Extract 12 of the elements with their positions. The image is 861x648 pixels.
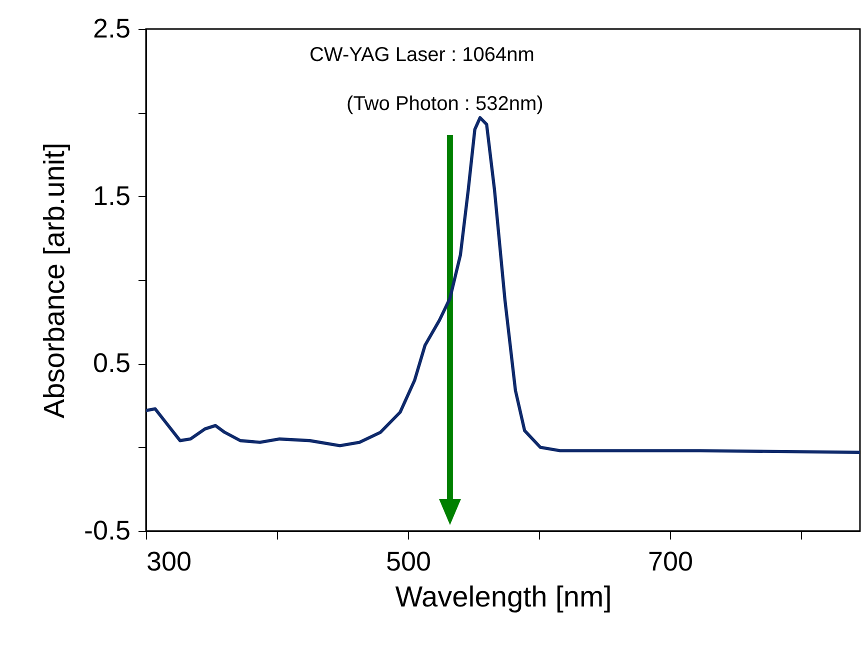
x-tick-label: 700	[648, 546, 694, 576]
y-axis-title: Absorbance [arb.unit]	[38, 142, 71, 418]
x-tick-label: 300	[146, 546, 192, 576]
y-tick-label: 1.5	[92, 180, 130, 211]
ref-line-label: (Two Photon : 532nm)	[346, 93, 544, 115]
x-axis-title: Wavelength [nm]	[395, 582, 612, 614]
line-series	[146, 116, 860, 454]
y-tick-label: 0.5	[92, 348, 130, 378]
y-tick-label: 2.5	[92, 14, 130, 44]
annotation: CW-YAG Laser : 1064nm	[309, 44, 534, 66]
x-tick-label: 500	[386, 546, 432, 576]
y-tick-label: -0.5	[84, 516, 130, 546]
